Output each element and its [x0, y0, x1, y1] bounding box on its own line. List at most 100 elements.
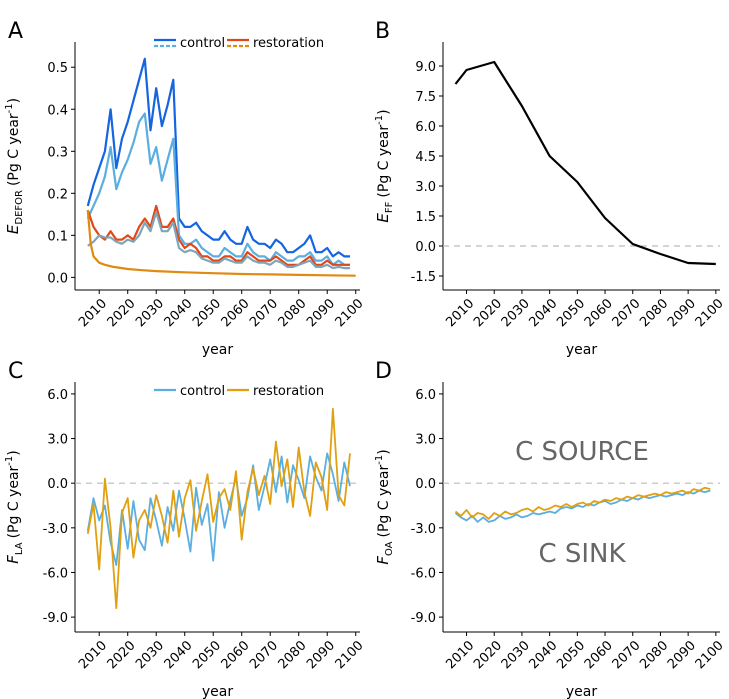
y-tick-label: 1.5 [415, 210, 436, 225]
x-tick-label: 2070 [247, 296, 281, 330]
y-tick-label: 7.5 [415, 90, 436, 105]
x-tick-label: 2080 [637, 638, 671, 672]
panel-d: D-9.0-6.0-3.00.03.06.0201020202030204020… [374, 359, 727, 699]
legend-label-restoration: restoration [253, 384, 324, 399]
x-tick-label: 2100 [693, 638, 727, 672]
y-tick-label: -3.0 [43, 522, 68, 537]
y-axis-label-superscript: -1 [374, 455, 385, 465]
y-tick-label: -3.0 [411, 522, 436, 537]
y-axis-label-unit: (Pg C year [376, 465, 392, 538]
panel-letter: C [8, 359, 23, 384]
y-tick-label: 0.1 [47, 229, 68, 244]
y-axis-label-subscript: DEFOR [14, 190, 25, 225]
y-axis-label-unit: (Pg C year [6, 465, 22, 538]
series-line [86, 210, 356, 277]
y-axis-label: FLA (Pg C year-1) [4, 450, 25, 563]
x-tick-label: 2010 [443, 296, 477, 330]
x-tick-label: 2070 [610, 638, 644, 672]
y-tick-label: 4.5 [415, 150, 436, 165]
series-line [86, 204, 350, 266]
y-axis-label: FOA (Pg C year-1) [374, 449, 395, 564]
y-axis-label-subscript: OA [384, 541, 395, 556]
panel-a: A0.00.10.20.30.40.5201020202030204020502… [4, 19, 367, 358]
c-source-annotation: C SOURCE [515, 437, 649, 467]
y-axis-label-subscript: LA [14, 542, 25, 555]
y-tick-label: 0.3 [47, 145, 68, 160]
x-tick-label: 2060 [219, 296, 253, 330]
x-tick-label: 2010 [443, 638, 477, 672]
y-tick-label: 3.0 [415, 433, 436, 448]
y-axis-label-superscript: -1 [374, 115, 385, 125]
x-tick-label: 2030 [499, 638, 533, 672]
series-line [454, 486, 711, 520]
series-line [86, 112, 350, 266]
x-tick-label: 2070 [247, 638, 281, 672]
panel-letter: D [375, 359, 392, 384]
x-tick-label: 2030 [499, 296, 533, 330]
y-tick-label: 6.0 [415, 120, 436, 135]
y-tick-label: 0.0 [47, 477, 68, 492]
legend: control restoration [154, 384, 324, 399]
x-tick-label: 2080 [276, 638, 310, 672]
panel-letter: B [375, 19, 390, 44]
y-tick-label: -6.0 [43, 566, 68, 581]
series-line [454, 60, 716, 266]
y-tick-label: -6.0 [411, 566, 436, 581]
x-tick-label: 2020 [471, 638, 505, 672]
x-tick-label: 2090 [665, 296, 699, 330]
series-line [86, 452, 351, 566]
x-tick-label: 2080 [276, 296, 310, 330]
x-tick-label: 2030 [133, 638, 167, 672]
x-tick-label: 2090 [304, 638, 338, 672]
x-tick-label: 2100 [333, 296, 367, 330]
x-tick-label: 2050 [190, 638, 224, 672]
x-tick-label: 2010 [76, 638, 110, 672]
x-tick-label: 2050 [554, 296, 588, 330]
x-axis-label: year [202, 684, 233, 699]
legend: control restoration [154, 36, 324, 51]
y-tick-label: 0.0 [415, 240, 436, 255]
y-axis-label-superscript: -1 [4, 456, 15, 466]
x-tick-label: 2040 [526, 638, 560, 672]
y-axis-label-symbol: E [4, 224, 22, 234]
y-axis-label-close: ) [6, 98, 22, 103]
y-tick-label: 6.0 [47, 388, 68, 403]
y-axis-label-subscript: FF [384, 201, 395, 213]
x-axis-label: year [202, 342, 233, 358]
y-tick-label: 0.0 [47, 271, 68, 286]
series-line [86, 57, 350, 258]
series-line [87, 211, 350, 270]
y-axis-label: EDEFOR (Pg C year-1) [4, 98, 25, 234]
x-tick-label: 2020 [105, 296, 139, 330]
legend-label-control: control [180, 36, 225, 51]
x-axis-label: year [566, 684, 597, 699]
series-line [86, 407, 351, 610]
y-axis-label-symbol: E [374, 213, 392, 223]
x-tick-label: 2080 [637, 296, 671, 330]
y-axis-label-close: ) [376, 449, 392, 454]
x-tick-label: 2090 [665, 638, 699, 672]
x-tick-label: 2060 [582, 296, 616, 330]
c-sink-annotation: C SINK [538, 539, 626, 569]
y-axis-label: EFF (Pg C year-1) [374, 109, 395, 222]
x-tick-label: 2100 [693, 296, 727, 330]
x-tick-label: 2050 [190, 296, 224, 330]
panel-c: C-9.0-6.0-3.00.03.06.0201020202030204020… [4, 359, 367, 699]
y-tick-label: 0.5 [47, 61, 68, 76]
y-tick-label: 3.0 [415, 180, 436, 195]
y-tick-label: 6.0 [415, 388, 436, 403]
y-axis-label-superscript: -1 [4, 103, 15, 113]
x-tick-label: 2040 [162, 638, 196, 672]
x-tick-label: 2050 [554, 638, 588, 672]
legend-label-restoration: restoration [253, 36, 324, 51]
x-tick-label: 2060 [582, 638, 616, 672]
y-axis-label-close: ) [6, 450, 22, 455]
y-tick-label: -1.5 [411, 270, 436, 285]
y-tick-label: -9.0 [43, 611, 68, 626]
x-tick-label: 2030 [133, 296, 167, 330]
x-tick-label: 2070 [610, 296, 644, 330]
x-tick-label: 2060 [219, 638, 253, 672]
y-axis-label-unit: (Pg C year [6, 113, 22, 186]
y-axis-label-symbol: F [374, 556, 392, 565]
series-line [454, 489, 711, 523]
